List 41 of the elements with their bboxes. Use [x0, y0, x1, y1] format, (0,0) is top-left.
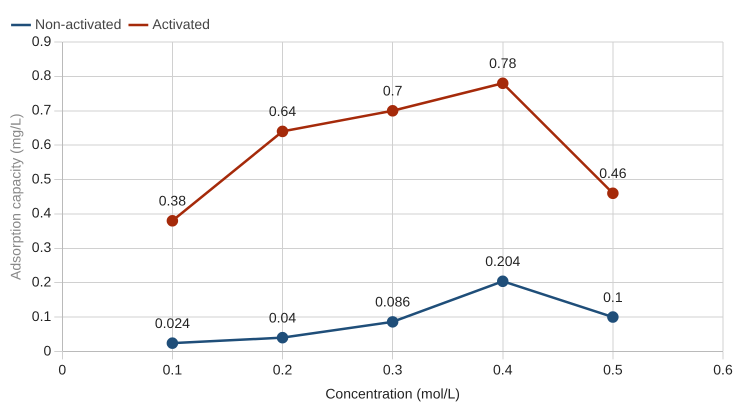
legend-label: Activated [152, 16, 210, 32]
y-tick-label: 0.4 [32, 204, 52, 221]
y-tick-label: 0.3 [32, 239, 52, 256]
point [386, 105, 398, 117]
data-label: 0.46 [599, 165, 627, 182]
data-label: 0.78 [489, 55, 517, 72]
y-tick-label: 0.2 [32, 274, 52, 290]
x-tick-label: 0.1 [162, 362, 182, 378]
point [166, 215, 178, 227]
legend-label: Non-activated [35, 16, 122, 32]
data-label: 0.7 [382, 82, 403, 99]
x-tick-label: 0.4 [493, 362, 513, 378]
point [386, 316, 398, 328]
data-label: 0.04 [268, 310, 296, 326]
y-tick-label: 0.6 [32, 136, 52, 152]
y-tick-label: 0 [43, 342, 52, 358]
x-tick-label: 0 [58, 362, 66, 378]
data-label: 0.204 [485, 253, 520, 270]
y-tick-label: 0.5 [32, 170, 52, 186]
y-tick-label: 0.1 [32, 308, 52, 324]
x-tick-label: 0.6 [713, 362, 733, 378]
x-axis-title: Concentration (mol/L) [325, 385, 460, 402]
x-tick-label: 0.3 [382, 362, 403, 378]
point [276, 332, 288, 344]
point [497, 276, 509, 288]
y-tick-label: 0.7 [32, 102, 52, 118]
x-tick-label: 0.5 [603, 362, 623, 378]
point [607, 188, 619, 200]
data-label: 0.086 [375, 294, 410, 310]
y-tick-label: 0.8 [32, 67, 52, 84]
point [497, 78, 509, 90]
y-axis-title: Adsorption capacity (mg/L) [7, 113, 24, 280]
data-label: 0.64 [268, 103, 296, 120]
point [166, 337, 178, 349]
data-label: 0.38 [158, 192, 186, 209]
y-tick-label: 0.9 [32, 32, 52, 49]
x-tick-label: 0.2 [272, 362, 292, 378]
point [607, 311, 619, 323]
data-label: 0.1 [603, 288, 623, 305]
data-label: 0.024 [154, 315, 190, 332]
point [276, 126, 288, 138]
